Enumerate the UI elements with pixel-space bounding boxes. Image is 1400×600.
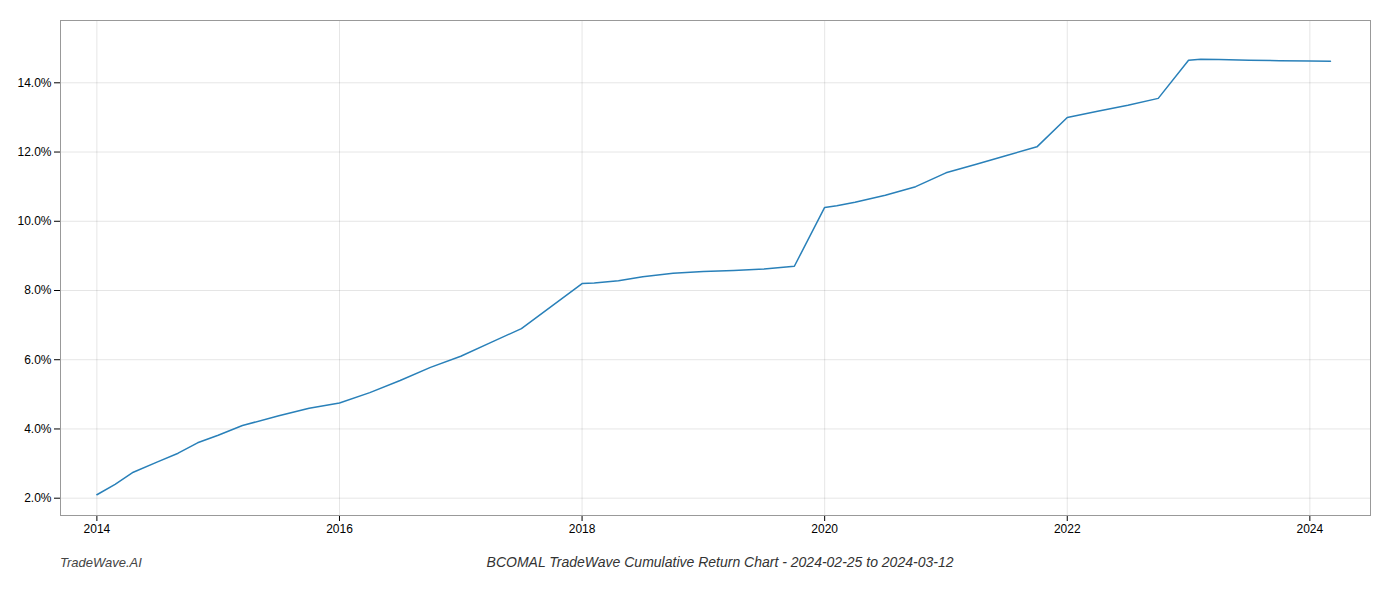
svg-text:2018: 2018	[569, 522, 596, 536]
svg-text:14.0%: 14.0%	[17, 76, 51, 90]
svg-text:12.0%: 12.0%	[17, 145, 51, 159]
svg-text:2.0%: 2.0%	[24, 491, 52, 505]
svg-text:10.0%: 10.0%	[17, 214, 51, 228]
svg-text:2024: 2024	[1297, 522, 1324, 536]
svg-text:2016: 2016	[326, 522, 353, 536]
svg-text:6.0%: 6.0%	[24, 353, 52, 367]
html-text:BCOMAL TradeWave Cumulative Re: BCOMAL TradeWave Cumulative Return Chart…	[486, 554, 954, 570]
svg-text:2014: 2014	[84, 522, 111, 536]
html-text:TradeWave.AI: TradeWave.AI	[60, 555, 142, 570]
svg-text:4.0%: 4.0%	[24, 422, 52, 436]
svg-text:2020: 2020	[811, 522, 838, 536]
svg-text:2022: 2022	[1054, 522, 1081, 536]
svg-text:8.0%: 8.0%	[24, 283, 52, 297]
